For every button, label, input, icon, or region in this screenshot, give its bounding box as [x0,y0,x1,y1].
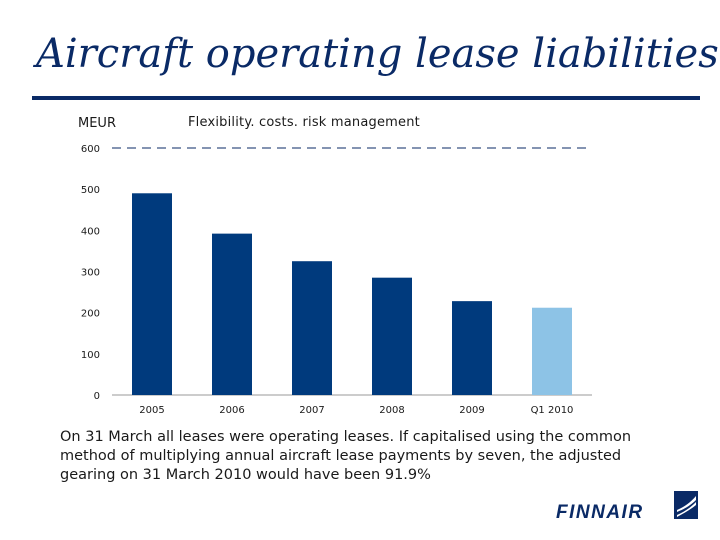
y-tick-label: 500 [81,185,100,196]
x-tick-label: 2006 [219,405,244,416]
x-tick-label: 2005 [139,405,164,416]
x-tick-label: 2009 [459,405,484,416]
logo-wordmark: FINNAIR [556,502,644,523]
finnair-logo: FINNAIR [556,491,698,523]
y-tick-label: 400 [81,226,100,237]
x-tick-label: 2007 [299,405,324,416]
chart-subtitle: Flexibility. costs. risk management [188,115,420,130]
page-title: Aircraft operating lease liabilities [36,31,719,77]
bar-2006 [212,233,252,395]
bar-2008 [372,277,412,395]
bar-2007 [292,261,332,395]
y-tick-label: 100 [81,350,100,361]
y-tick-label: 200 [81,309,100,320]
unit-label: MEUR [78,116,116,131]
caption-text: On 31 March all leases were operating le… [60,429,632,483]
x-tick-label: Q1 2010 [531,405,574,416]
title-divider [32,96,700,100]
y-tick-label: 0 [94,391,100,402]
bar-2009 [452,301,492,395]
y-tick-label: 300 [81,268,100,279]
x-tick-label: 2008 [379,405,404,416]
bar-2005 [132,193,172,395]
y-tick-label: 600 [81,144,100,155]
logo-emblem-icon [674,491,698,519]
bar-q1-2010 [532,307,572,395]
bar-chart: 0 100 200 300 400 500 600 2005 2006 2007 2008 2009… [81,144,592,416]
